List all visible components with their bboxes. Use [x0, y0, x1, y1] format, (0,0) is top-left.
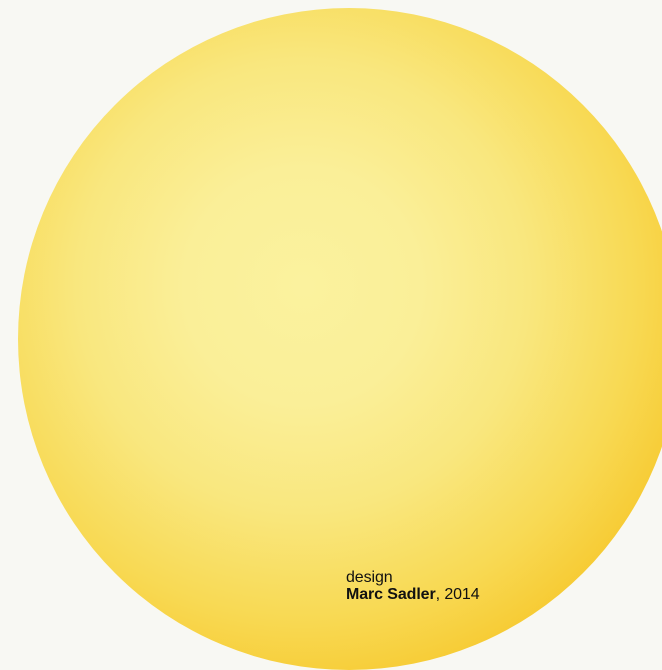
credit-label: design: [346, 569, 393, 586]
credit-year: , 2014: [435, 586, 480, 604]
designer-name: Marc Sadler: [346, 586, 436, 604]
design-credit: design Marc Sadler, 2014: [346, 569, 480, 604]
yellow-sphere-image: [18, 8, 662, 670]
